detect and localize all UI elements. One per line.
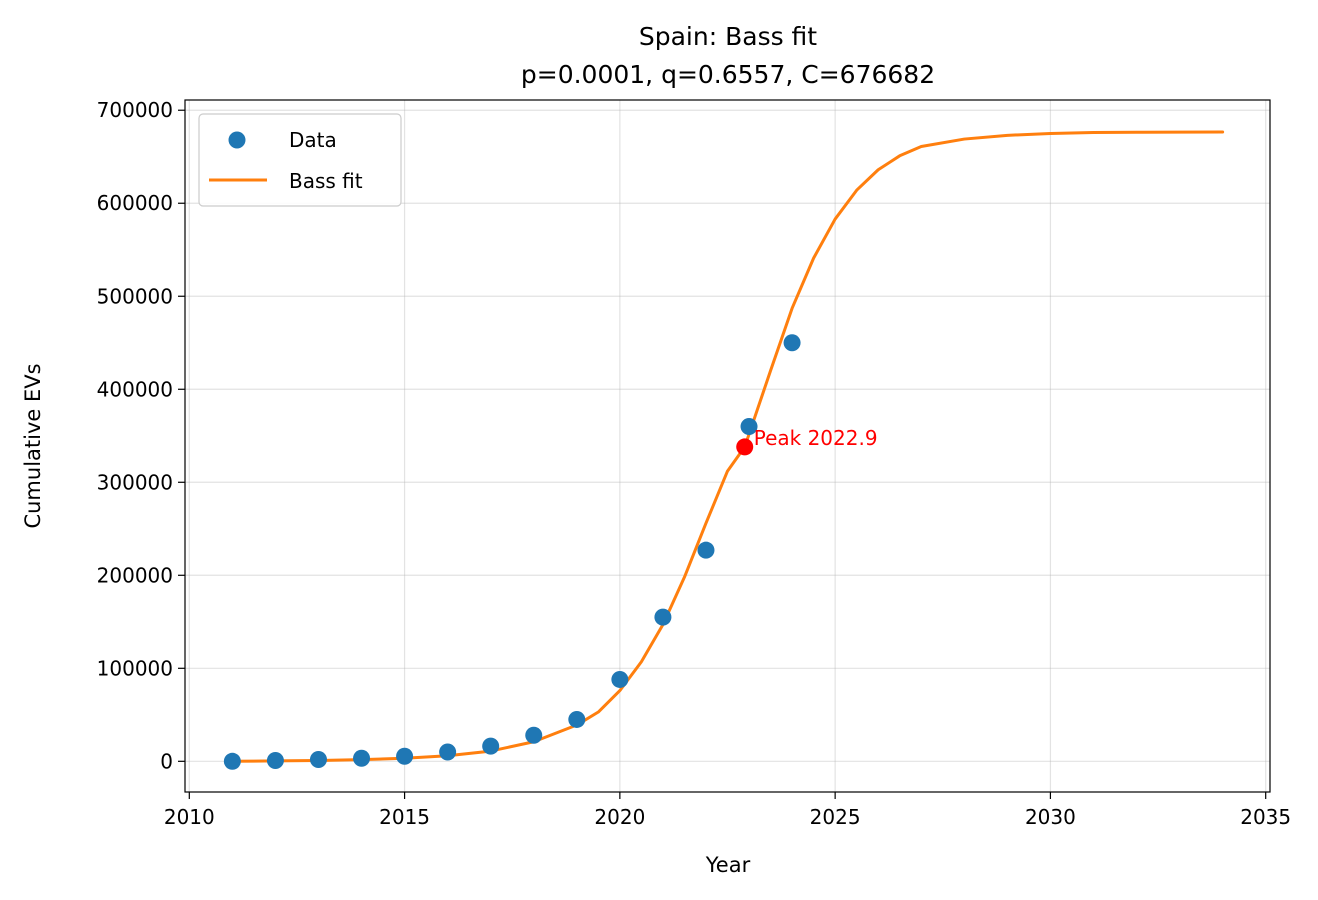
y-tick-label: 600000	[97, 191, 173, 215]
legend: Data Bass fit	[198, 113, 402, 207]
x-tick-label: 2035	[1240, 805, 1291, 829]
y-tick-label: 200000	[97, 563, 173, 587]
data-point	[439, 743, 457, 761]
legend-box	[198, 113, 402, 207]
y-axis-label: Cumulative EVs	[21, 363, 45, 528]
data-point	[482, 737, 500, 755]
peak-marker	[736, 438, 754, 456]
x-tick-label: 2025	[810, 805, 861, 829]
x-tick-label: 2020	[594, 805, 645, 829]
grid	[185, 100, 1270, 792]
y-tick-label: 300000	[97, 470, 173, 494]
plot-area-frame	[184, 99, 1271, 793]
x-axis-ticks: 2010 2015 2020 2025 2030 2035	[164, 792, 1291, 829]
x-tick-label: 2030	[1025, 805, 1076, 829]
data-point	[697, 541, 715, 559]
chart-subtitle: p=0.0001, q=0.6557, C=676682	[521, 60, 935, 89]
data-point	[266, 751, 284, 769]
data-point	[783, 334, 801, 352]
data-point	[740, 417, 758, 435]
data-point	[568, 710, 586, 728]
data-point	[353, 749, 371, 767]
data-point	[309, 751, 327, 769]
y-tick-label: 700000	[97, 98, 173, 122]
x-tick-label: 2010	[164, 805, 215, 829]
data-point	[654, 608, 672, 626]
x-axis-label: Year	[705, 853, 751, 877]
legend-label-data: Data	[289, 128, 337, 152]
data-point	[525, 726, 543, 744]
y-tick-label: 400000	[97, 377, 173, 401]
chart-title: Spain: Bass fit	[639, 22, 817, 51]
y-tick-label: 500000	[97, 284, 173, 308]
legend-data-marker	[228, 131, 246, 149]
data-point	[396, 747, 414, 765]
x-tick-label: 2015	[379, 805, 430, 829]
data-point	[223, 752, 241, 770]
data-point	[611, 670, 629, 688]
data-series	[223, 334, 801, 770]
y-tick-label: 0	[160, 749, 173, 773]
annotations: Peak 2022.9	[736, 426, 878, 456]
y-axis-ticks: 0 100000 200000 300000 400000 500000 600000 700…	[97, 98, 185, 773]
y-tick-label: 100000	[97, 656, 173, 680]
legend-label-bass-fit: Bass fit	[289, 169, 363, 193]
peak-annotation: Peak 2022.9	[754, 426, 878, 450]
